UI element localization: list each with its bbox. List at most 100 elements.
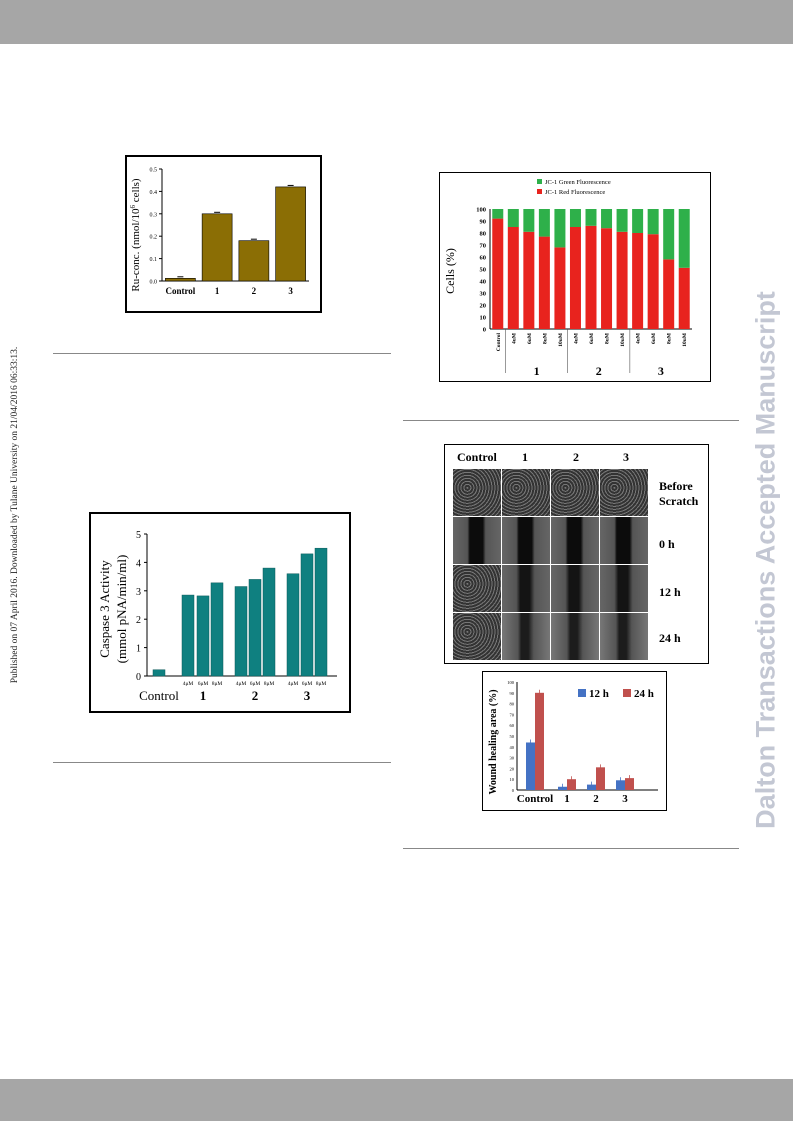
jc1-green-bar (616, 209, 628, 232)
casp-bar (210, 582, 224, 677)
ru-y-tick-label: 0.0 (150, 280, 158, 286)
ru-x-tick-label: 1 (215, 286, 220, 296)
casp-y-tick-label: 0 (136, 672, 141, 683)
legend-red-swatch (537, 189, 542, 194)
jc1-y-tick-label: 10 (480, 315, 487, 322)
ru-x-tick-label: 2 (252, 286, 257, 296)
section-divider (53, 762, 391, 763)
casp-bar (262, 567, 276, 677)
heal-bar-24h (625, 778, 634, 790)
jc1-red-bar (569, 227, 581, 329)
jc1-group-label: 3 (658, 364, 664, 378)
ru-bar (201, 213, 233, 282)
heal-y-tick-label: 80 (510, 702, 515, 707)
jc1-red-bar (632, 233, 644, 329)
casp-dose-label: 8μM (212, 681, 223, 687)
jc1-y-tick-label: 0 (483, 327, 486, 334)
heal-y-tick-label: 10 (510, 777, 515, 782)
jc1-x-tick-label: 6uM (651, 332, 657, 344)
micrograph-image (453, 517, 501, 564)
jc1-green-bar (632, 209, 644, 233)
jc1-red-bar (492, 218, 504, 329)
jc1-y-tick-label: 20 (480, 303, 487, 310)
jc1-stacked-chart: JC-1 Green Fluorescence JC-1 Red Fluores… (443, 179, 692, 378)
jc1-green-bar (569, 209, 581, 227)
heal-x-tick-label: 3 (622, 793, 628, 805)
row-label-24h: 24 h (659, 631, 681, 645)
micrograph-image (600, 517, 648, 564)
ru-bar (275, 186, 306, 282)
jc1-y-tick-label: 100 (476, 207, 486, 214)
micrograph-image (600, 565, 648, 612)
jc1-group-label: 1 (534, 364, 540, 378)
jc1-red-bar (585, 225, 597, 329)
jc1-x-tick-label: 8uM (667, 332, 673, 344)
jc1-green-bar (601, 209, 613, 229)
jc1-green-bar (538, 209, 550, 237)
casp-dose-label: 4μM (183, 681, 194, 687)
jc1-group-label: 2 (596, 364, 602, 378)
casp-group-label: 3 (304, 688, 311, 703)
ru-y-tick-label: 0.5 (150, 168, 158, 174)
col-label-2: 2 (573, 450, 579, 464)
caspase-y-axis-label-1: Caspase 3 Activity (97, 560, 112, 658)
casp-y-tick-label: 1 (136, 644, 141, 655)
section-divider (53, 353, 391, 354)
jc1-red-bar (523, 231, 535, 329)
col-label-3: 3 (623, 450, 629, 464)
micrograph-image (502, 469, 550, 516)
jc1-green-bar (585, 209, 597, 226)
caspase-figure: Caspase 3 Activity (mmol pNA/min/ml) 0 1 2… (89, 512, 351, 713)
caspase-chart: Caspase 3 Activity (mmol pNA/min/ml) 0 1 2… (97, 530, 337, 703)
heal-y-tick-label: 90 (510, 691, 515, 696)
jc1-red-bar (507, 227, 519, 329)
jc1-red-bar (538, 236, 550, 329)
heal-bar-12h (616, 780, 625, 790)
heal-bar-24h (567, 779, 576, 790)
jc1-x-tick-label: Control (496, 333, 502, 352)
page-footer-bar (0, 1079, 793, 1121)
casp-bar (234, 586, 248, 677)
page-header-bar (0, 0, 793, 44)
row-label-before-scratch: Before Scratch (659, 479, 699, 508)
jc1-y-axis-label: Cells (%) (443, 248, 457, 294)
col-label-1: 1 (522, 450, 528, 464)
jc1-x-tick-label: 4uM (573, 332, 579, 344)
jc1-red-bar (647, 234, 659, 329)
casp-bar (248, 579, 262, 677)
jc1-red-bar (554, 247, 566, 329)
heal-y-tick-label: 20 (510, 766, 515, 771)
casp-y-tick-label: 2 (136, 615, 141, 626)
casp-bar (314, 547, 328, 677)
legend-12h-label: 12 h (589, 688, 609, 700)
legend-red-label: JC-1 Red Fluorescence (545, 189, 605, 196)
micrograph-image (502, 517, 550, 564)
casp-bar (181, 594, 195, 677)
casp-bar (286, 573, 300, 677)
wound-micrograph-figure: Control 1 2 3 Before Scratch 0 h 12 h 24… (444, 444, 709, 664)
jc1-red-bar (663, 259, 675, 329)
heal-y-tick-label: 50 (510, 734, 515, 739)
jc1-x-tick-label: 10uM (682, 332, 688, 347)
ru-y-tick-label: 0.2 (150, 235, 158, 241)
ru-y-tick-label: 0.1 (150, 257, 158, 263)
row-label-12h: 12 h (659, 585, 681, 599)
jc1-figure: JC-1 Green Fluorescence JC-1 Red Fluores… (439, 172, 711, 382)
casp-dose-label: 6μM (250, 681, 261, 687)
legend-24h-label: 24 h (634, 688, 654, 700)
healing-y-axis-label: Wound healing area (%) (488, 689, 499, 794)
ru-bar (165, 278, 196, 282)
casp-dose-label: 6μM (302, 681, 313, 687)
jc1-y-tick-label: 60 (480, 255, 487, 262)
section-divider (403, 420, 739, 421)
heal-y-tick-label: 100 (507, 680, 515, 685)
micrograph-image (453, 613, 501, 660)
jc1-y-tick-label: 50 (480, 267, 487, 274)
wound-healing-chart: Wound healing area (%) 12 h 24 h 0 10 20 30… (488, 680, 658, 805)
casp-dose-label: 8μM (316, 681, 327, 687)
casp-y-tick-label: 4 (136, 558, 141, 569)
ru-uptake-figure: Ru-conc. (nmol/106 cells) 0.0 0.1 0.2 0.3 0.… (125, 155, 322, 313)
legend-green-swatch (537, 179, 542, 184)
legend-green-label: JC-1 Green Fluorescence (545, 179, 611, 186)
micrograph-image (600, 613, 648, 660)
